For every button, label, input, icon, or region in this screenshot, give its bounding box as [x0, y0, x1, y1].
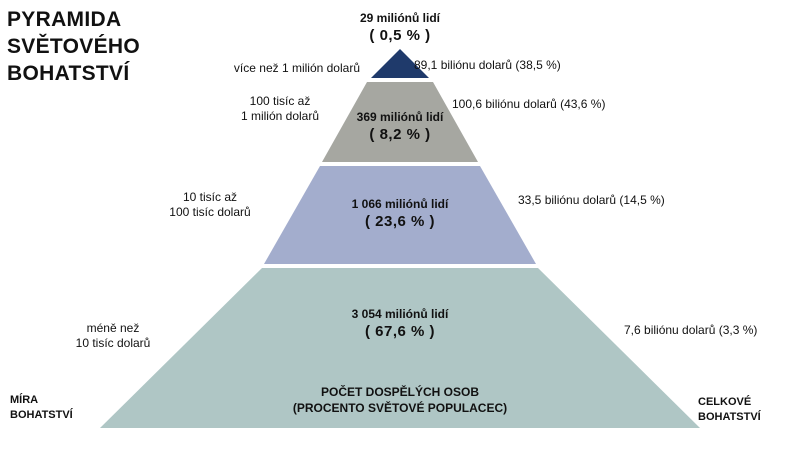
tier-3-percent: ( 23,6 % ) [364, 213, 436, 230]
tier-3-stats: 1 066 miliónů lidí ( 23,6 % ) [300, 196, 500, 232]
pyramid-tier-bottom [100, 268, 700, 428]
pyramid-tier-2 [322, 82, 478, 162]
tier-1-wealth: 89,1 biliónu dolarů (38,5 %) [414, 58, 561, 72]
tier-3-people: 1 066 miliónů lidí [351, 197, 449, 211]
right-axis-label-line-2: BOHATSTVÍ [698, 411, 761, 423]
title-line-1: PYRAMIDA [7, 8, 122, 31]
caption-line-1: POČET DOSPĚLÝCH OSOB [320, 385, 480, 399]
tier-2-range: 100 tisíc až 1 milión dolarů [225, 94, 335, 124]
title-line-3: BOHATSTVÍ [7, 62, 130, 85]
right-axis-label-line-1: CELKOVÉ [698, 396, 752, 408]
tier-1-range-line-1: více než 1 milión dolarů [233, 61, 360, 75]
tier-2-range-line-1: 100 tisíc až [249, 94, 311, 108]
tier-2-stats: 369 miliónů lidí ( 8,2 % ) [300, 109, 500, 145]
title-line-2: SVĚTOVÉHO [7, 35, 141, 58]
tier-2-range-line-2: 1 milión dolarů [240, 109, 320, 123]
tier-3-range-line-1: 10 tisíc až [182, 190, 238, 204]
tier-4-stats: 3 054 miliónů lidí ( 67,6 % ) [300, 306, 500, 342]
tier-2-wealth: 100,6 biliónu dolarů (43,6 %) [452, 97, 606, 111]
tier-4-wealth: 7,6 biliónu dolarů (3,3 %) [624, 323, 758, 337]
left-axis-label-line-1: MÍRA [10, 394, 39, 406]
tier-1-range: více než 1 milión dolarů [170, 61, 360, 76]
tier-4-range: méně než 10 tisíc dolarů [58, 321, 168, 351]
tier-2-people: 369 miliónů lidí [356, 110, 444, 124]
right-axis-label: CELKOVÉ BOHATSTVÍ [698, 395, 761, 425]
tier-1-percent: ( 0,5 % ) [369, 27, 431, 44]
tier-4-range-line-2: 10 tisíc dolarů [75, 336, 151, 350]
page-title: PYRAMIDA SVĚTOVÉHO BOHATSTVÍ [7, 6, 140, 87]
left-axis-label-line-2: BOHATSTVÍ [10, 409, 73, 421]
caption-line-2: (PROCENTO SVĚTOVÉ POPULACEC) [292, 401, 508, 415]
tier-1-stats: 29 miliónů lidí ( 0,5 % ) [300, 10, 500, 46]
tier-4-percent: ( 67,6 % ) [364, 323, 436, 340]
tier-3-wealth: 33,5 biliónu dolarů (14,5 %) [518, 193, 665, 207]
pyramid-tier-3 [264, 166, 536, 264]
tier-4-people: 3 054 miliónů lidí [351, 307, 449, 321]
tier-3-range: 10 tisíc až 100 tisíc dolarů [155, 190, 265, 220]
pyramid-tier-top [371, 49, 429, 78]
tier-4-range-line-1: méně než [86, 321, 140, 335]
tier-3-range-line-2: 100 tisíc dolarů [169, 205, 251, 219]
tier-1-people: 29 miliónů lidí [359, 11, 440, 25]
left-axis-label: MÍRA BOHATSTVÍ [10, 393, 73, 423]
pyramid-caption: POČET DOSPĚLÝCH OSOB (PROCENTO SVĚTOVÉ P… [250, 384, 550, 416]
tier-2-percent: ( 8,2 % ) [369, 126, 431, 143]
